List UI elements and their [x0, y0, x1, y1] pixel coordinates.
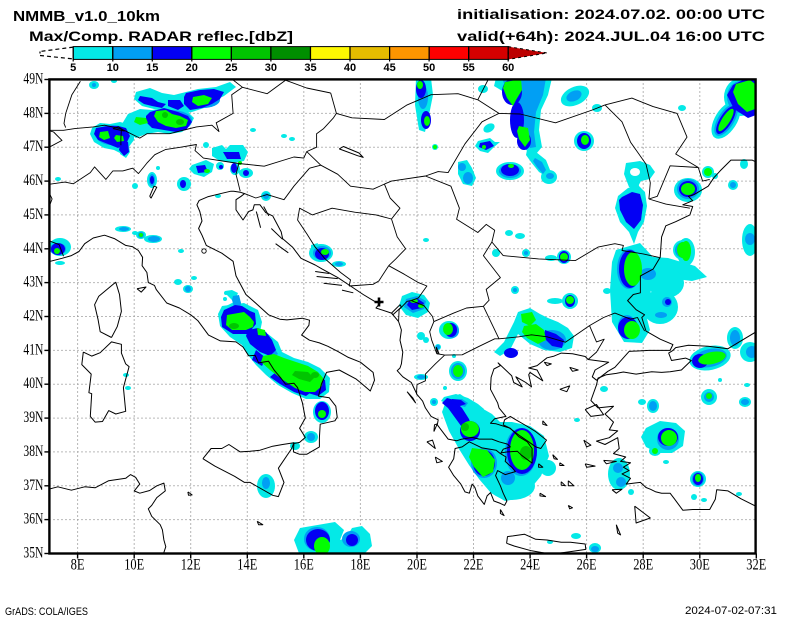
- svg-text:47N: 47N: [23, 138, 43, 155]
- svg-text:39N: 39N: [23, 409, 43, 426]
- svg-text:46N: 46N: [23, 172, 43, 189]
- svg-text:50: 50: [423, 62, 435, 74]
- svg-text:5: 5: [70, 62, 76, 74]
- svg-text:45: 45: [383, 62, 395, 74]
- svg-text:20: 20: [186, 62, 198, 74]
- svg-text:NMMB_v1.0_10km: NMMB_v1.0_10km: [13, 8, 160, 25]
- svg-text:16E: 16E: [294, 557, 314, 574]
- svg-text:38N: 38N: [23, 443, 43, 460]
- svg-text:10: 10: [107, 62, 119, 74]
- svg-text:35N: 35N: [23, 545, 43, 562]
- svg-text:30E: 30E: [690, 557, 710, 574]
- svg-text:Max/Comp. RADAR reflec.[dbZ]: Max/Comp. RADAR reflec.[dbZ]: [29, 28, 293, 44]
- svg-text:41N: 41N: [23, 341, 43, 358]
- svg-text:20E: 20E: [407, 557, 427, 574]
- svg-text:initialisation: 2024.07.02. 00: initialisation: 2024.07.02. 00:00 UTC: [457, 6, 765, 22]
- svg-text:30: 30: [265, 62, 277, 74]
- svg-text:26E: 26E: [577, 557, 597, 574]
- svg-text:43N: 43N: [23, 274, 43, 291]
- svg-text:48N: 48N: [23, 104, 43, 121]
- svg-text:12E: 12E: [181, 557, 201, 574]
- svg-text:18E: 18E: [350, 557, 370, 574]
- svg-text:49N: 49N: [23, 71, 43, 88]
- svg-text:32E: 32E: [746, 557, 766, 574]
- svg-text:60: 60: [502, 62, 514, 74]
- svg-text:22E: 22E: [464, 557, 484, 574]
- svg-text:24E: 24E: [520, 557, 540, 574]
- svg-text:2024-07-02-07:31: 2024-07-02-07:31: [685, 605, 777, 617]
- svg-text:8E: 8E: [71, 557, 85, 574]
- svg-text:10E: 10E: [124, 557, 144, 574]
- svg-text:40: 40: [344, 62, 356, 74]
- svg-text:14E: 14E: [237, 557, 257, 574]
- svg-text:25: 25: [225, 62, 237, 74]
- svg-text:40N: 40N: [23, 375, 43, 392]
- svg-text:35: 35: [304, 62, 316, 74]
- svg-text:valid(+64h): 2024.JUL.04 16:00: valid(+64h): 2024.JUL.04 16:00 UTC: [457, 28, 765, 44]
- svg-text:GrADS: COLA/IGES: GrADS: COLA/IGES: [5, 606, 88, 618]
- svg-text:36N: 36N: [23, 511, 43, 528]
- svg-text:44N: 44N: [23, 240, 43, 257]
- svg-text:55: 55: [463, 62, 475, 74]
- svg-text:28E: 28E: [633, 557, 653, 574]
- svg-text:45N: 45N: [23, 206, 43, 223]
- svg-text:42N: 42N: [23, 308, 43, 325]
- svg-text:37N: 37N: [23, 477, 43, 494]
- svg-text:15: 15: [146, 62, 158, 74]
